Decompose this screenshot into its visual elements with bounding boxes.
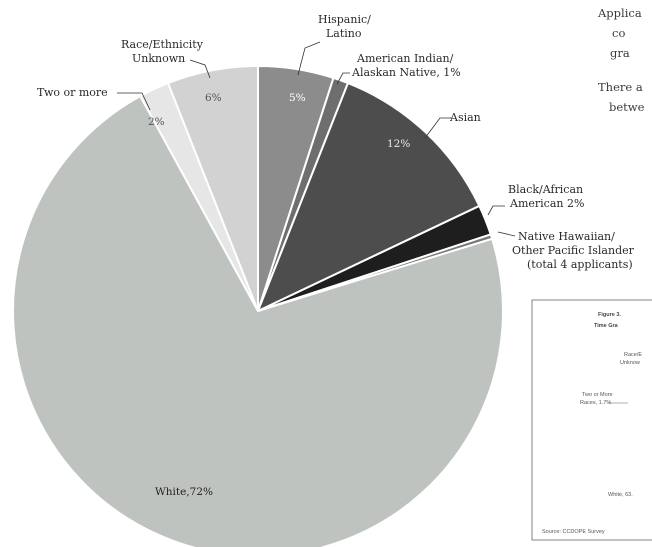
inset-label-unknown: Unknow (620, 360, 640, 366)
inset-figure-frame (531, 299, 652, 541)
callout-two-or-more: Two or more (37, 86, 108, 99)
pie-slices (12, 64, 504, 547)
inset-label-races: Races, 1.7% (580, 400, 611, 406)
inset-title-line-1: Figure 3. (598, 312, 621, 318)
side-text-line-5: betwe (609, 100, 645, 114)
callout-unknown: Race/Ethnicity Unknown (121, 38, 206, 65)
callout-native-hawaiian: Native Hawaiian/ Other Pacific Islander … (512, 230, 637, 271)
side-body-text: Applica co gra There a betwe (597, 6, 645, 114)
callout-leaders (117, 41, 516, 237)
pie-slice-white (12, 94, 504, 547)
inset-label-two-or-more: Two or More (582, 392, 613, 398)
side-text-line-4: There a (598, 80, 643, 94)
inset-label-white: White, 63. (608, 492, 633, 498)
leader-hispanic (297, 41, 321, 76)
callout-hispanic: Hispanic/ Latino (318, 13, 374, 40)
leader-american-indian (336, 72, 350, 85)
side-text-line-1: Applica (597, 6, 642, 20)
inset-label-race: Race/E (624, 352, 642, 358)
leader-unknown (189, 59, 211, 79)
inset-source: Source: CCDOPE Survey (542, 529, 605, 535)
callout-american-indian: American Indian/ Alaskan Native, 1% (351, 52, 461, 79)
pie-slice-asian (256, 81, 481, 313)
side-text-line-3: gra (610, 46, 630, 60)
leader-black (487, 205, 505, 216)
leader-asian (424, 117, 452, 139)
side-text-line-2: co (612, 26, 625, 40)
slice-label-two-or-more: 2% (148, 116, 165, 128)
inset-title-line-2: Time Gra (594, 323, 619, 329)
leader-native-hawaiian (497, 231, 516, 237)
callout-asian: Asian (449, 111, 481, 124)
slice-label-asian: 12% (387, 138, 410, 150)
slice-label-unknown: 6% (205, 92, 222, 104)
callout-black: Black/African American 2% (508, 183, 587, 210)
inset-figure: Figure 3. Time Gra Race/E Unknow Two or … (531, 299, 652, 541)
pie-slice-unknown (166, 64, 259, 312)
slice-label-white: White,72% (155, 486, 213, 498)
slice-label-hispanic: 5% (289, 92, 306, 104)
leader-two-or-more (117, 92, 151, 111)
